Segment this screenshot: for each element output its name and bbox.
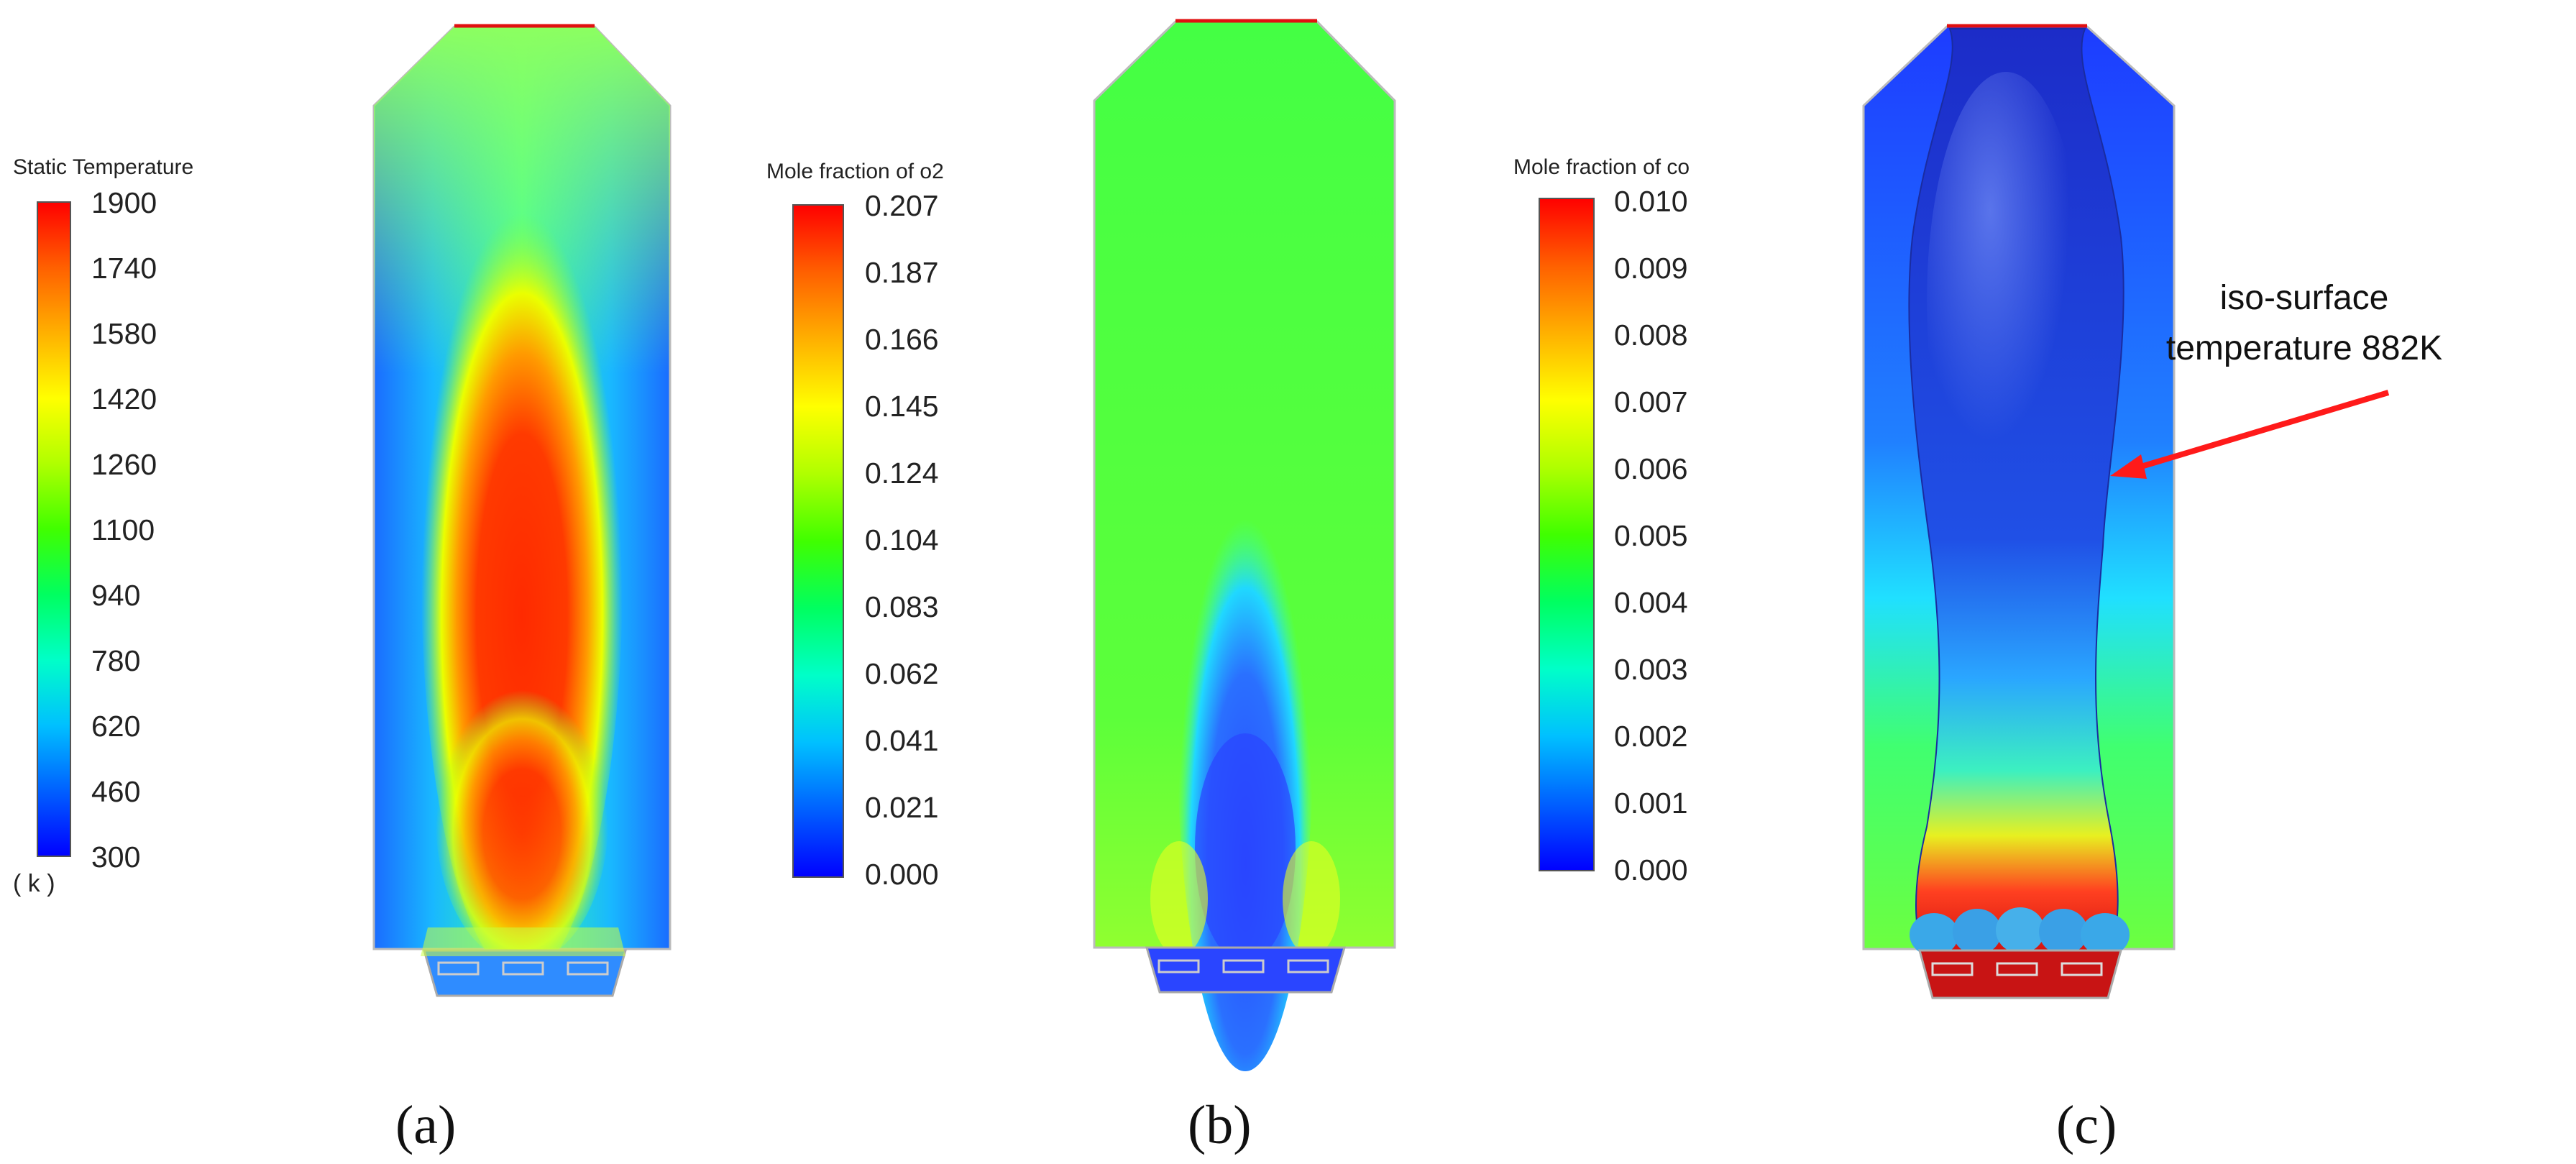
annotation-arrow-shaft bbox=[2132, 390, 2390, 472]
tick-label: 620 bbox=[91, 710, 140, 743]
tick-label: 0.187 bbox=[865, 256, 939, 289]
furnace-contour-co bbox=[1862, 24, 2176, 999]
tick-label: 300 bbox=[91, 840, 140, 874]
colorbar-title: Static Temperature bbox=[13, 155, 193, 179]
tick-label: 0.006 bbox=[1614, 452, 1688, 485]
panel-b: Mole fraction of o2 0.207 0.187 0.166 0.… bbox=[766, 19, 1396, 1155]
tick-label: 0.001 bbox=[1614, 787, 1688, 820]
iso-surface-annotation: iso-surface temperature 882K bbox=[2110, 279, 2442, 479]
tick-label: 0.083 bbox=[865, 590, 939, 623]
annotation-line-1: iso-surface bbox=[2220, 279, 2389, 317]
tick-label: 0.145 bbox=[865, 390, 939, 423]
tick-label: 0.002 bbox=[1614, 720, 1688, 753]
colorbar-title: Mole fraction of o2 bbox=[766, 160, 944, 183]
tick-label: 0.003 bbox=[1614, 653, 1688, 686]
panel-label: (a) bbox=[395, 1095, 456, 1155]
tick-label: 0.004 bbox=[1614, 586, 1688, 619]
colorbar-title: Mole fraction of co bbox=[1513, 155, 1690, 179]
tick-labels: 1900 1740 1580 1420 1260 1100 940 780 62… bbox=[91, 186, 157, 874]
tick-label: 0.008 bbox=[1614, 319, 1688, 352]
tick-label: 940 bbox=[91, 579, 140, 612]
tick-label: 1580 bbox=[91, 317, 157, 350]
tick-label: 0.166 bbox=[865, 323, 939, 356]
furnace-contour-temperature bbox=[372, 24, 671, 997]
panel-label: (c) bbox=[2056, 1095, 2117, 1155]
tick-label: 0.062 bbox=[865, 657, 939, 690]
tick-label: 780 bbox=[91, 644, 140, 677]
tick-label: 1100 bbox=[91, 513, 155, 546]
panel-a: Static Temperature 1900 1740 1580 1420 1… bbox=[13, 24, 671, 1155]
panel-label: (b) bbox=[1188, 1095, 1252, 1155]
colorbar-temperature: Static Temperature 1900 1740 1580 1420 1… bbox=[13, 155, 193, 897]
tick-label: 0.007 bbox=[1614, 385, 1688, 418]
tick-label: 0.009 bbox=[1614, 252, 1688, 285]
tick-label: 0.000 bbox=[865, 858, 939, 891]
colorbar-gradient bbox=[792, 204, 844, 878]
furnace-contour-o2 bbox=[1093, 19, 1396, 1071]
tick-labels: 0.207 0.187 0.166 0.145 0.124 0.104 0.08… bbox=[865, 189, 939, 891]
tick-label: 1260 bbox=[91, 448, 157, 481]
colorbar-gradient bbox=[37, 201, 71, 857]
tick-label: 1420 bbox=[91, 382, 157, 416]
tick-label: 0.041 bbox=[865, 724, 939, 757]
tick-label: 0.124 bbox=[865, 457, 939, 490]
annotation-arrow-head bbox=[2110, 454, 2147, 479]
tick-label: 0.207 bbox=[865, 189, 939, 222]
colorbar-gradient bbox=[1539, 198, 1595, 871]
tick-label: 0.021 bbox=[865, 791, 939, 824]
annotation-line-2: temperature 882K bbox=[2166, 329, 2442, 367]
colorbar-co: Mole fraction of co 0.010 0.009 0.008 0.… bbox=[1513, 155, 1690, 886]
tick-label: 0.104 bbox=[865, 523, 939, 556]
tick-label: 0.005 bbox=[1614, 519, 1688, 552]
tick-label: 460 bbox=[91, 775, 140, 808]
panel-c: Mole fraction of co 0.010 0.009 0.008 0.… bbox=[1513, 24, 2442, 1155]
tick-label: 1900 bbox=[91, 186, 157, 219]
burner-blobs bbox=[1910, 907, 2130, 956]
tick-labels: 0.010 0.009 0.008 0.007 0.006 0.005 0.00… bbox=[1614, 185, 1688, 886]
tick-label: 0.010 bbox=[1614, 185, 1688, 218]
colorbar-o2: Mole fraction of o2 0.207 0.187 0.166 0.… bbox=[766, 160, 944, 891]
tick-label: 1740 bbox=[91, 252, 157, 285]
tick-label: 0.000 bbox=[1614, 853, 1688, 886]
colorbar-unit: ( k ) bbox=[13, 870, 55, 897]
